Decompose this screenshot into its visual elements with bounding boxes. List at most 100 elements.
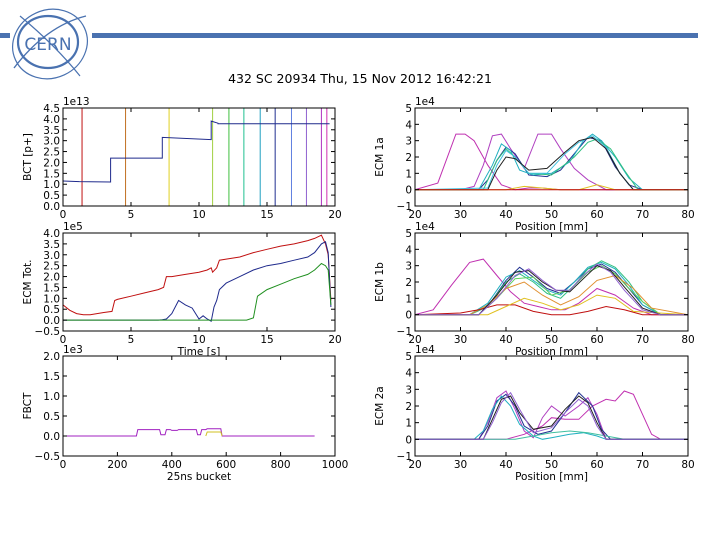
x-tick-label: 400 <box>162 459 182 471</box>
series-c1 <box>415 134 688 190</box>
x-tick-label: 70 <box>636 459 649 471</box>
y-tick-label: −0.5 <box>35 326 61 338</box>
y-tick-label: 2 <box>405 401 412 413</box>
axis-multiplier: 1e4 <box>415 344 435 356</box>
series-red <box>63 235 331 315</box>
y-tick-label: 1 <box>405 418 412 430</box>
plot-frame <box>415 108 688 206</box>
x-tick-label: 50 <box>545 209 558 221</box>
y-axis-label: FBCT <box>22 392 34 419</box>
series-m1 <box>415 391 688 439</box>
y-tick-label: 5 <box>405 103 412 115</box>
x-tick-label: 10 <box>192 209 205 221</box>
plot-frame <box>415 233 688 331</box>
plot-frame <box>63 356 335 456</box>
x-tick-label: 800 <box>271 459 291 471</box>
axis-multiplier: 1e5 <box>63 221 83 233</box>
y-axis-label: ECM Tot. <box>22 260 34 305</box>
x-tick-label: 60 <box>590 209 603 221</box>
y-tick-label: 4 <box>405 244 412 256</box>
y-tick-label: 2.5 <box>43 261 60 273</box>
x-tick-label: 80 <box>681 209 694 221</box>
y-tick-label: 0 <box>405 310 412 322</box>
y-tick-label: 4.0 <box>43 114 60 126</box>
y-tick-label: 3 <box>405 136 412 148</box>
x-tick-label: 20 <box>328 334 341 346</box>
y-tick-label: 1 <box>405 168 412 180</box>
x-axis-label: Position [mm] <box>515 471 588 483</box>
x-tick-label: 1000 <box>322 459 349 471</box>
y-tick-label: 0.0 <box>43 431 60 443</box>
plot-frame <box>63 233 335 331</box>
x-tick-label: 80 <box>681 459 694 471</box>
y-tick-label: 1.0 <box>43 391 60 403</box>
y-tick-label: 3.0 <box>43 250 60 262</box>
x-tick-label: 15 <box>260 334 273 346</box>
y-tick-label: 2 <box>405 152 412 164</box>
y-tick-label: 1.5 <box>43 282 60 294</box>
x-tick-label: 15 <box>260 209 273 221</box>
series-t1 <box>415 136 688 190</box>
series-blue <box>63 242 331 322</box>
y-tick-label: 0.0 <box>43 201 60 213</box>
y-axis-label: ECM 1b <box>374 262 386 302</box>
x-tick-label: 40 <box>499 334 512 346</box>
x-tick-label: 80 <box>681 334 694 346</box>
ecm-total-plot: 0 5 10 15 20−0.50.00.51.01.52.02.53.03.54.01… <box>22 221 342 358</box>
x-tick-label: 30 <box>454 334 467 346</box>
x-tick-label: 70 <box>636 334 649 346</box>
y-tick-label: 3 <box>405 261 412 273</box>
axis-multiplier: 1e3 <box>63 344 83 356</box>
series-m2 <box>415 134 688 190</box>
y-tick-label: 5 <box>405 228 412 240</box>
x-tick-label: 200 <box>107 459 127 471</box>
y-tick-label: 2 <box>405 277 412 289</box>
x-tick-label: 20 <box>328 209 341 221</box>
x-tick-label: 60 <box>590 459 603 471</box>
series-BCT <box>63 121 330 182</box>
x-tick-label: 600 <box>216 459 236 471</box>
series-m1 <box>415 134 688 190</box>
y-tick-label: −1 <box>397 326 412 338</box>
y-tick-label: 3.5 <box>43 125 60 137</box>
y-tick-label: 0 <box>405 185 412 197</box>
x-axis-label: Position [mm] <box>515 221 588 233</box>
x-axis-label: 25ns bucket <box>167 471 231 483</box>
axis-multiplier: 1e4 <box>415 96 435 108</box>
x-tick-label: 5 <box>128 334 135 346</box>
series-FBCT <box>63 429 315 436</box>
x-tick-label: 70 <box>636 209 649 221</box>
x-tick-label: 30 <box>454 459 467 471</box>
y-tick-label: 1 <box>405 293 412 305</box>
x-tick-label: 40 <box>499 209 512 221</box>
series-m2 <box>415 391 688 439</box>
y-tick-label: 5 <box>405 351 412 363</box>
y-tick-label: 1.5 <box>43 168 60 180</box>
y-tick-label: 1.0 <box>43 293 60 305</box>
series-green <box>63 264 331 321</box>
bct-plot: 0 5 10 15 20 0.00.51.01.52.02.53.03.54.04.51e… <box>22 96 342 221</box>
y-tick-label: 0.5 <box>43 304 60 316</box>
series-b1 <box>415 137 688 189</box>
y-tick-label: 3.5 <box>43 239 60 251</box>
y-axis-label: ECM 2a <box>374 386 386 425</box>
y-tick-label: 2.5 <box>43 147 60 159</box>
x-tick-label: 50 <box>545 334 558 346</box>
x-tick-label: 40 <box>499 459 512 471</box>
y-tick-label: 3 <box>405 384 412 396</box>
y-tick-label: 0 <box>405 434 412 446</box>
y-tick-label: 2.0 <box>43 351 60 363</box>
y-tick-label: −1 <box>397 451 412 463</box>
plots-canvas: 0 5 10 15 200.00.51.01.52.02.53.03.54.04.51e… <box>0 0 720 540</box>
series-k1 <box>415 137 688 189</box>
x-tick-label: 60 <box>590 334 603 346</box>
x-tick-label: 0 <box>60 459 67 471</box>
y-tick-label: −0.5 <box>35 451 61 463</box>
series-FBCT_yellow <box>206 432 222 436</box>
y-tick-label: 4.5 <box>43 103 60 115</box>
y-tick-label: 0.5 <box>43 411 60 423</box>
